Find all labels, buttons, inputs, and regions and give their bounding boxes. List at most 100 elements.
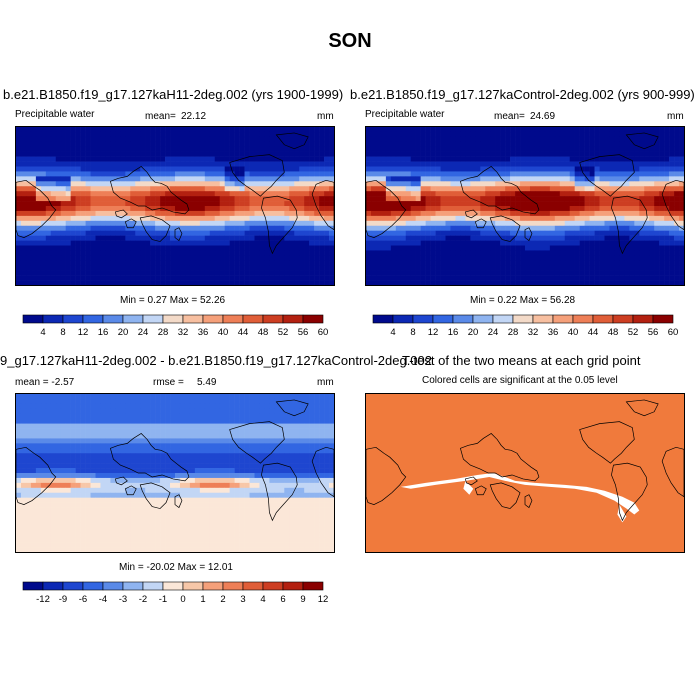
panel1-map-cell (329, 245, 334, 251)
panel2-map-cell (425, 146, 431, 152)
panel2-map-cell (544, 235, 551, 241)
panel1-map-cell (170, 280, 176, 285)
panel3-map-cell (299, 433, 305, 439)
panel2-map-cell (644, 166, 650, 172)
panel2-map-cell (395, 136, 402, 143)
panel3-map-cell (20, 453, 27, 459)
panel1-map-cell (95, 131, 101, 138)
panel3-map-cell (175, 443, 181, 449)
panel2-map-cell (564, 171, 571, 177)
panel2-map-cell (544, 171, 551, 177)
panel2-map-cell (420, 196, 426, 202)
panel1-map-cell (80, 250, 86, 256)
panel1-map-cell (209, 171, 216, 177)
panel2-map-cell (495, 270, 501, 276)
panel2-map-cell (619, 151, 625, 157)
panel3-map-cell (209, 428, 216, 434)
panel2-map-cell (510, 161, 516, 167)
panel1-map-cell (204, 230, 211, 236)
panel1-map-cell (60, 225, 66, 231)
panel2-map-cell (624, 141, 630, 148)
panel3-map-cell (16, 394, 22, 400)
panel1-map-cell (30, 245, 37, 251)
panel3-map-cell (125, 418, 131, 424)
panel3-map-cell (165, 448, 171, 454)
panel2-map-cell (500, 260, 506, 266)
panel2-map-cell (366, 206, 372, 212)
panel3-map-cell (70, 403, 76, 410)
panel1-map-cell (239, 131, 245, 138)
panel2-map-cell (664, 240, 670, 246)
panel3-map-cell (244, 403, 250, 410)
panel2-map-cell (485, 156, 491, 162)
panel2-map-cell (669, 215, 675, 222)
panel3-map-cell (125, 403, 131, 410)
panel2-map-cell (430, 235, 436, 241)
panel2-map-cell (584, 171, 590, 177)
panel2-map-cell (624, 230, 630, 236)
panel1-map-cell (279, 161, 285, 167)
panel1-map-cell (324, 186, 330, 192)
panel2-map-cell (510, 250, 516, 256)
panel2-map-cell (385, 210, 392, 217)
panel2-map-cell (574, 255, 580, 261)
panel1-map-cell (239, 230, 245, 236)
panel2-map-cell (390, 166, 397, 172)
panel1-map-cell (234, 161, 240, 167)
panel1-map-cell (110, 151, 116, 157)
panel1-map-cell (209, 196, 216, 202)
panel1-map-cell (259, 250, 265, 256)
panel2-map-cell (505, 191, 511, 197)
panel2-map-cell (475, 225, 481, 231)
panel1-map-cell (264, 220, 270, 227)
panel2-map-cell (529, 215, 536, 222)
panel2-map-cell (639, 235, 645, 241)
panel2-map-cell (455, 171, 461, 177)
panel2-map-cell (659, 141, 665, 148)
panel1-map-cell (324, 201, 330, 207)
panel1-map-cell (16, 245, 22, 251)
panel2-map-cell (385, 260, 392, 266)
panel3-map-cell (55, 418, 62, 424)
panel1-map-cell (130, 220, 136, 227)
panel3-map-cell (135, 438, 141, 444)
panel2-map-cell (485, 220, 491, 227)
panel1-map-cell (309, 191, 315, 197)
panel3-map-cell (20, 408, 27, 415)
panel1-map-cell (130, 131, 136, 138)
panel1-map-cell (179, 245, 186, 251)
panel2-map-cell (554, 275, 561, 281)
panel1-map-cell (95, 240, 101, 246)
panel1-map-cell (269, 196, 275, 202)
panel2-map-cell (490, 156, 496, 162)
panel2-map-cell (634, 260, 640, 266)
panel2-map-cell (659, 270, 665, 276)
panel1-map-cell (75, 225, 81, 231)
panel1-map-cell (184, 166, 191, 172)
panel2-map-cell (375, 245, 382, 251)
panel2-map-cell (644, 191, 650, 197)
panel1-map-cell (214, 131, 221, 138)
panel2-map-cell (664, 255, 670, 261)
panel1-map-cell (289, 151, 295, 157)
panel1-map-cell (219, 275, 225, 281)
panel1-map-cell (80, 146, 86, 152)
panel1-map-cell (25, 280, 32, 285)
panel2-map-cell (604, 141, 610, 148)
panel2-map-cell (614, 176, 620, 182)
panel2-map-cell (490, 270, 496, 276)
panel3-map-cell (244, 443, 250, 449)
panel1-map-cell (135, 166, 141, 172)
panel3-map-cell (35, 403, 42, 410)
panel2-map-cell (604, 235, 610, 241)
panel2-map-cell (614, 166, 620, 172)
panel2-map-cell (609, 255, 615, 261)
panel2-map-cell (674, 196, 680, 202)
panel1-map-cell (30, 186, 37, 192)
panel2-map-cell (510, 280, 516, 285)
panel3-map-cell (25, 428, 32, 434)
panel1-map-cell (65, 235, 71, 241)
panel3-map-cell (90, 423, 96, 429)
panel3-map-cell (244, 428, 250, 434)
panel2-map-cell (460, 201, 466, 207)
